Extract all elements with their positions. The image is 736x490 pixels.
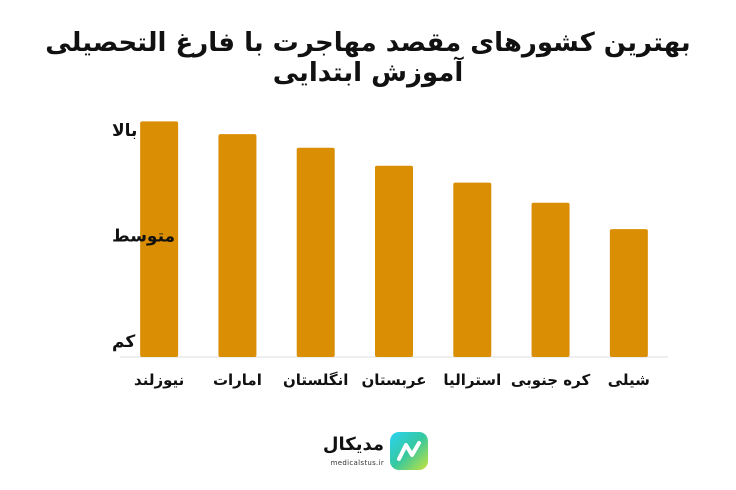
- bar: [296, 147, 335, 357]
- x-tick-label: شیلی: [608, 371, 650, 389]
- bar: [218, 134, 257, 357]
- x-tick-label: کره جنوبی: [511, 371, 591, 389]
- bar: [531, 202, 570, 357]
- x-tick-label: امارات: [213, 371, 262, 389]
- y-tick-label: کم: [112, 332, 135, 352]
- brand-footer[interactable]: مدیکال medicalstus.ir: [316, 432, 428, 472]
- x-tick-label: استرالیا: [443, 371, 501, 389]
- bar: [609, 229, 648, 357]
- x-tick-label: عربستان: [361, 371, 426, 389]
- chart-title: بهترین کشورهای مقصد مهاجرت با فارغ التحص…: [45, 28, 691, 88]
- bar: [140, 121, 179, 357]
- x-tick-label: انگلستان: [283, 371, 348, 389]
- x-tick-label: نیوزلند: [134, 371, 184, 389]
- bar: [453, 182, 492, 357]
- y-tick-label: متوسط: [112, 227, 175, 247]
- brand-name: مدیکال: [322, 434, 384, 455]
- brand-url: medicalstus.ir: [330, 459, 384, 467]
- bar: [375, 165, 413, 357]
- y-tick-label: بالا: [112, 121, 137, 141]
- brand-logo-icon: [390, 432, 428, 470]
